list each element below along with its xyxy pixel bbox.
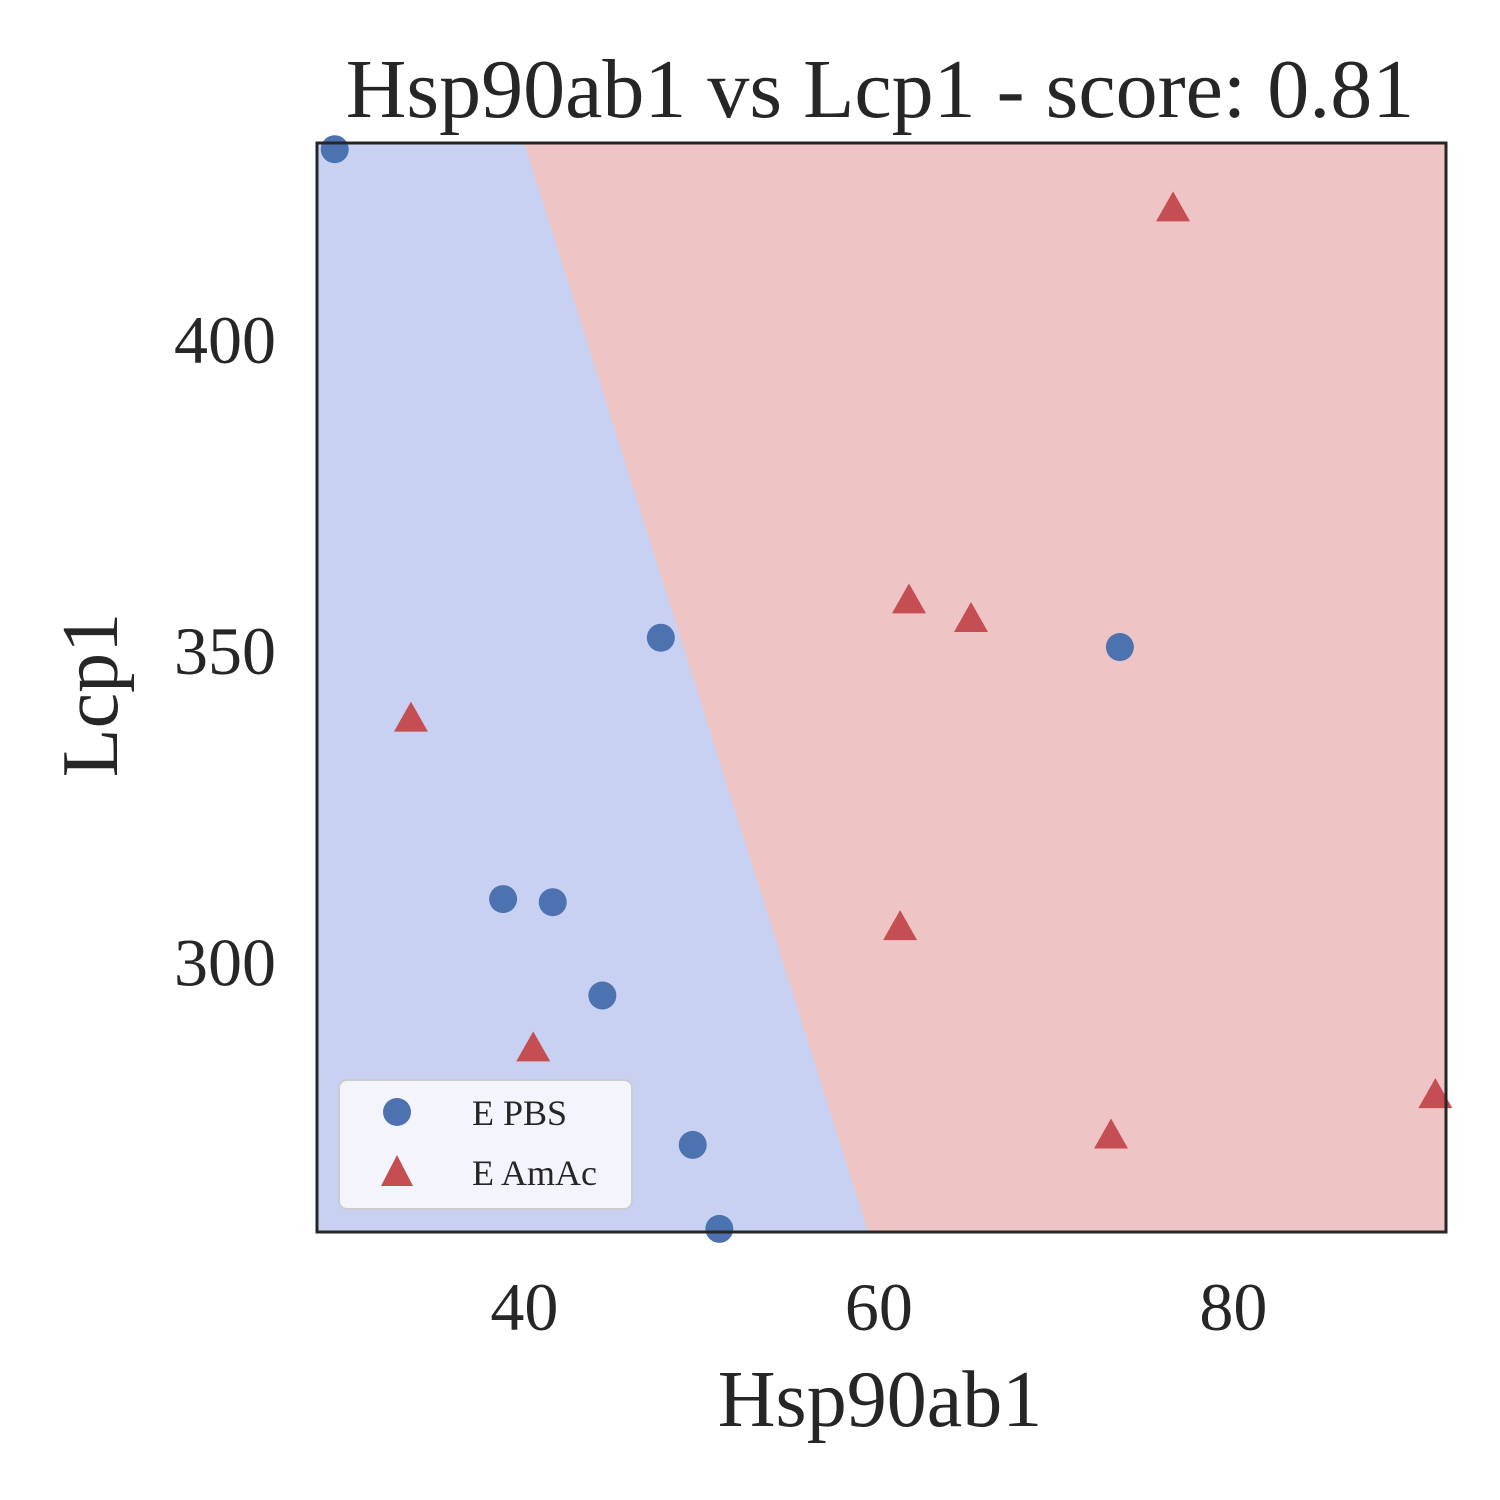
point-e-pbs [705, 1214, 734, 1243]
legend-marker-e-pbs [383, 1098, 411, 1126]
point-e-pbs [1105, 633, 1134, 662]
y-tick-label: 400 [174, 302, 276, 378]
y-axis-label: Lcp1 [47, 613, 135, 777]
legend: E PBS E AmAc [338, 1079, 633, 1210]
x-axis-label: Hsp90ab1 [718, 1356, 1042, 1444]
legend-label-e-amac: E AmAc [472, 1153, 597, 1193]
plot-frame [315, 141, 1448, 1234]
point-e-pbs [678, 1130, 707, 1159]
legend-label-e-pbs: E PBS [472, 1093, 567, 1133]
chart-title: Hsp90ab1 vs Lcp1 - score: 0.81 [346, 43, 1414, 136]
x-axis-ticks: 40 60 80 [490, 1269, 1267, 1345]
point-e-amac [891, 583, 926, 614]
point-e-pbs [588, 981, 617, 1010]
legend-box [338, 1079, 633, 1210]
point-e-pbs [320, 135, 349, 164]
region-e-pbs [317, 143, 869, 1232]
decision-regions [317, 143, 1446, 1232]
point-e-pbs [489, 885, 518, 914]
legend-marker-e-amac [381, 1155, 413, 1186]
point-e-pbs [646, 623, 675, 652]
y-tick-label: 300 [174, 924, 276, 1000]
point-e-pbs [538, 888, 567, 917]
point-e-amac [1094, 1118, 1129, 1149]
point-e-amac [393, 701, 428, 732]
point-e-amac [516, 1031, 551, 1062]
y-axis-ticks: 300 350 400 [174, 302, 276, 1000]
point-e-amac [1156, 191, 1191, 222]
x-tick-label: 40 [490, 1269, 558, 1345]
point-e-amac [1418, 1078, 1453, 1109]
point-e-amac [954, 602, 989, 633]
x-tick-label: 80 [1199, 1269, 1267, 1345]
x-tick-label: 60 [845, 1269, 913, 1345]
point-e-amac [883, 910, 918, 941]
y-tick-label: 350 [174, 613, 276, 689]
